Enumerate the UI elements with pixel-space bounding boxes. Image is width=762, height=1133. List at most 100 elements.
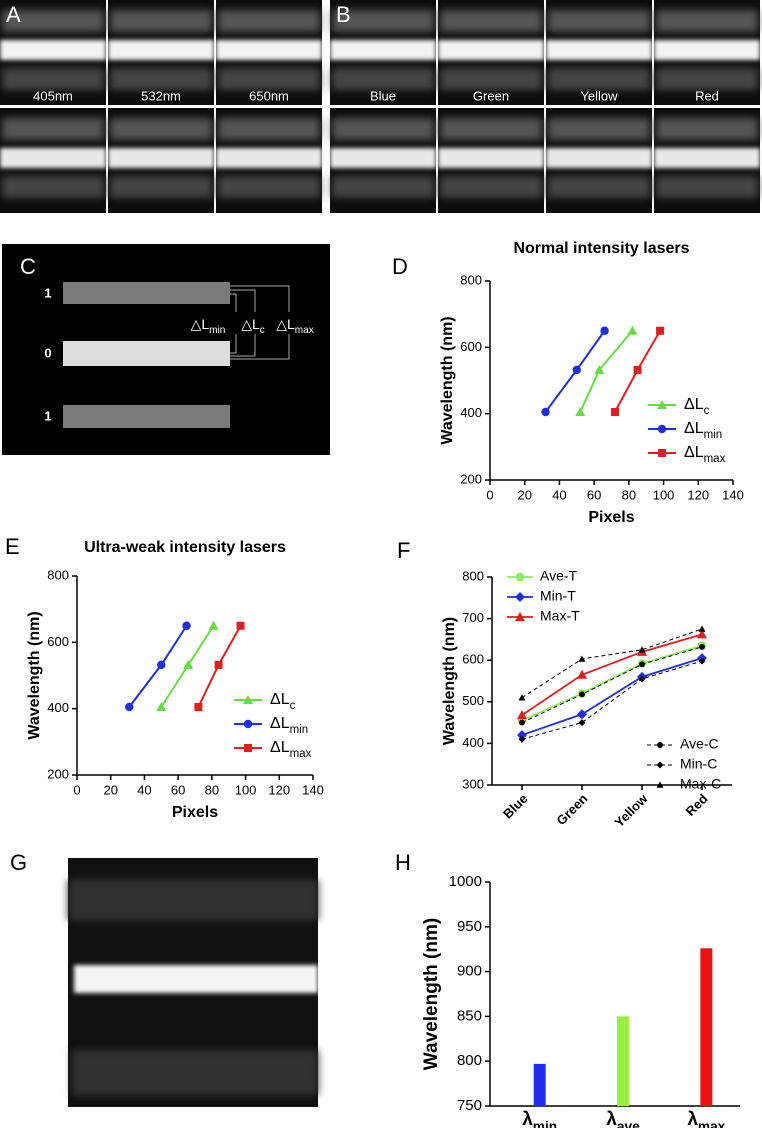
chart-title: Normal intensity lasers <box>513 240 689 257</box>
marker <box>236 621 245 630</box>
micrograph-band <box>546 40 652 60</box>
x-tick-label: Blue <box>500 791 531 822</box>
y-tick-label: 600 <box>462 652 484 667</box>
series-line <box>521 646 703 724</box>
micrograph-band <box>438 148 544 168</box>
legend-label: Min-C <box>680 756 717 772</box>
marker <box>698 657 706 665</box>
x-tick-label: Yellow <box>611 790 651 830</box>
image-label: Yellow <box>580 88 618 103</box>
marker <box>610 408 619 417</box>
legend-marker <box>657 400 667 409</box>
marker <box>208 620 219 630</box>
micrograph-band <box>110 10 212 32</box>
legend-label: Ave-T <box>540 568 578 584</box>
marker <box>697 629 707 639</box>
micrograph-band <box>216 148 322 168</box>
series-line <box>521 633 703 716</box>
x-tick-label: λmax <box>687 1109 725 1128</box>
x-tick-label: λave <box>606 1109 640 1128</box>
marker <box>639 661 645 668</box>
x-tick-label: 100 <box>653 487 675 502</box>
x-tick-label: Green <box>553 791 590 828</box>
y-tick-label: 800 <box>47 567 69 582</box>
y-tick-label: 500 <box>462 693 484 708</box>
micrograph-band <box>108 148 214 168</box>
micrograph-band <box>68 880 318 920</box>
panel-letter: B <box>336 2 351 27</box>
micrograph-band <box>330 148 436 168</box>
image-label: 532nm <box>141 88 181 103</box>
panel-letter: G <box>10 850 27 875</box>
marker <box>517 710 527 720</box>
y-tick-label: 1000 <box>449 873 482 890</box>
legend-marker <box>656 781 664 788</box>
y-axis-label: Wavelength (nm) <box>421 918 442 1070</box>
marker <box>578 719 586 727</box>
legend-marker <box>243 719 253 729</box>
y-tick-label: 600 <box>47 634 69 649</box>
micrograph-band <box>0 148 106 168</box>
row-label: 0 <box>44 345 51 360</box>
image-label: 405nm <box>33 88 73 103</box>
series-line <box>521 657 703 736</box>
micrograph-band <box>218 176 320 198</box>
marker <box>125 702 134 712</box>
micrograph-band <box>654 148 760 168</box>
series-line <box>521 644 703 722</box>
micrograph-band <box>218 118 320 140</box>
series-line <box>579 330 634 413</box>
bar-shape <box>63 282 230 304</box>
y-tick-label: 800 <box>460 272 482 287</box>
micrograph-band <box>548 10 650 32</box>
marker <box>627 325 638 335</box>
delta-label: △Lc <box>241 316 265 336</box>
legend-marker <box>656 761 664 769</box>
image-label: 650nm <box>249 88 289 103</box>
micrograph-band <box>440 118 542 140</box>
x-tick-label: 0 <box>486 487 493 502</box>
image-label: Blue <box>370 88 396 103</box>
delta-label: △Lmax <box>276 316 314 336</box>
x-axis-label: Pixels <box>588 509 634 526</box>
micrograph-band <box>74 965 318 993</box>
marker <box>194 703 203 712</box>
bar-shape <box>63 405 230 428</box>
micrograph-band <box>2 176 104 198</box>
x-tick-label: Red <box>683 791 711 819</box>
marker <box>183 659 194 669</box>
marker <box>600 326 609 335</box>
x-tick-label: 40 <box>137 782 151 797</box>
panel-letter: F <box>397 538 410 563</box>
marker <box>638 646 646 653</box>
y-tick-label: 900 <box>457 963 482 980</box>
legend-marker <box>658 449 666 457</box>
chart-title: Ultra-weak intensity lasers <box>84 539 286 556</box>
x-axis-label: Pixels <box>172 804 218 821</box>
micrograph-band <box>440 176 542 198</box>
micrograph-band <box>548 68 650 90</box>
micrograph-band <box>2 10 104 32</box>
micrograph-band <box>218 10 320 32</box>
legend-label: ΔLc <box>684 396 710 417</box>
y-axis-label: Wavelength (nm) <box>26 611 43 739</box>
legend-marker <box>515 592 525 602</box>
y-tick-label: 200 <box>460 471 482 486</box>
micrograph-band <box>332 68 434 90</box>
micrograph-band <box>332 176 434 198</box>
x-tick-label: 80 <box>205 782 219 797</box>
marker <box>638 675 646 683</box>
y-tick-label: 800 <box>462 568 484 583</box>
marker <box>575 407 586 417</box>
marker <box>699 643 705 650</box>
legend-marker <box>515 612 525 621</box>
micrograph-band <box>654 40 760 60</box>
legend-label: Max-T <box>540 608 580 624</box>
marker <box>156 702 167 712</box>
x-tick-label: 140 <box>302 782 324 797</box>
micrograph-band <box>656 118 758 140</box>
micrograph-band <box>2 118 104 140</box>
micrograph-band <box>546 148 652 168</box>
y-tick-label: 400 <box>47 700 69 715</box>
micrograph-band <box>656 10 758 32</box>
